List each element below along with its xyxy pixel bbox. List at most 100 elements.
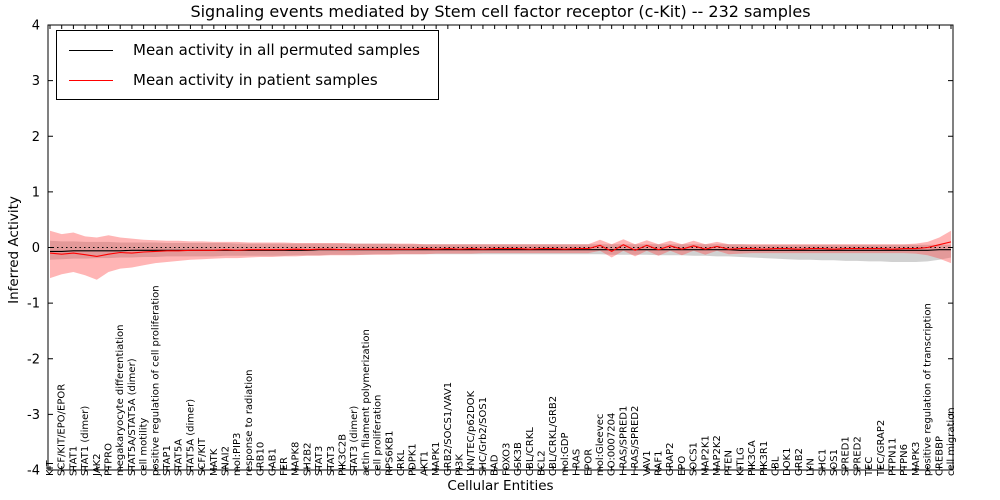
x-tick-label: mol:Gleevec — [595, 414, 606, 476]
x-tick-label: RPS6KB1 — [384, 431, 395, 476]
x-tick-label: FER — [279, 457, 290, 476]
x-tick-label: SCF/KIT — [197, 437, 208, 476]
x-tick-label: mol:GDP — [560, 433, 571, 477]
x-tick-label: PIK3R1 — [759, 441, 770, 476]
legend-line-patient-icon — [69, 79, 113, 81]
x-tick-label: KITLG — [735, 447, 746, 476]
x-tick-label: SPRED1 — [841, 436, 852, 476]
x-tick-label: PTPRO — [104, 443, 115, 476]
legend: Mean activity in all permuted samples Me… — [56, 30, 439, 100]
y-tick-label: 3 — [32, 74, 40, 89]
x-tick-label: PIK3CA — [747, 440, 758, 476]
x-tick-label: PTEN — [724, 450, 735, 476]
x-tick-label: FOXO3 — [501, 443, 512, 476]
x-tick-label: PI3K — [455, 454, 466, 476]
x-tick-label: CREBBP — [934, 436, 945, 476]
x-tick-label: CBL/CRKL/GRB2 — [548, 396, 559, 476]
x-tick-label: STAT1 — [68, 446, 79, 476]
x-tick-label: GRB2 — [794, 448, 805, 476]
x-tick-label: STAT1 (dimer) — [80, 406, 91, 476]
x-tick-label: BCL2 — [536, 450, 547, 476]
x-tick-label: GRB10 — [256, 442, 267, 476]
x-tick-label: PTPN11 — [887, 438, 898, 476]
x-tick-label: GO:0007204 — [607, 413, 618, 476]
x-tick-label: SHC1 — [817, 449, 828, 476]
x-tick-label: MAPK1 — [431, 442, 442, 476]
x-tick-label: cell motility — [139, 418, 150, 476]
x-tick-label: MATK — [209, 448, 220, 476]
permuted-band — [50, 240, 951, 262]
x-tick-label: JAK2 — [92, 453, 103, 477]
x-tick-label: STAT3 — [314, 446, 325, 476]
x-tick-label: GRAP2 — [665, 442, 676, 476]
x-tick-label: MAP2K1 — [700, 435, 711, 476]
x-tick-label: BAD — [490, 454, 501, 476]
x-tick-label: SPRED2 — [852, 436, 863, 476]
x-tick-label: HRAS — [572, 449, 583, 476]
x-tick-label: MAPK8 — [291, 442, 302, 476]
legend-label-permuted: Mean activity in all permuted samples — [133, 41, 420, 59]
y-tick-label: -3 — [27, 408, 40, 423]
x-tick-label: STAT5A (dimer) — [185, 399, 196, 476]
x-tick-label: STAT3 — [326, 446, 337, 476]
x-tick-label: HRAS/SPRED2 — [630, 406, 641, 476]
x-tick-label: positive regulation of transcription — [923, 303, 934, 476]
legend-item-patient: Mean activity in patient samples — [69, 71, 420, 89]
x-tick-label: MAP2K2 — [712, 435, 723, 476]
x-axis-ticks: KIT SCF/KIT/EPO/EPOR STAT1 STAT1 (dimer) JAK… — [45, 25, 957, 477]
x-tick-label: HRAS/SPRED1 — [618, 406, 629, 476]
x-tick-label: GAB1 — [267, 448, 278, 476]
x-tick-label: STAT3 (dimer) — [349, 406, 360, 476]
x-tick-label: SOS1 — [829, 449, 840, 476]
x-tick-label: SH2B2 — [302, 443, 313, 476]
x-tick-label: cell proliferation — [373, 395, 384, 476]
x-tick-label: GRB2/SOCS1/VAV1 — [443, 382, 454, 476]
x-tick-label: PDPK1 — [408, 443, 419, 476]
y-tick-label: -4 — [27, 464, 40, 479]
y-tick-label: 1 — [32, 185, 40, 200]
x-tick-label: TEC — [864, 457, 875, 477]
legend-item-permuted: Mean activity in all permuted samples — [69, 41, 420, 59]
x-tick-label: actin filament polymerization — [361, 329, 372, 476]
x-axis-label: Cellular Entities — [447, 478, 554, 494]
patient-band — [50, 230, 951, 280]
y-tick-label: 2 — [32, 130, 40, 145]
x-tick-label: SOCS1 — [689, 442, 700, 476]
x-tick-label: cell migration — [946, 407, 957, 476]
x-tick-label: response to radiation — [244, 370, 255, 476]
x-tick-label: RAF1 — [653, 451, 664, 477]
y-axis-ticks: -4 -3 -2 -1 0 1 2 3 4 — [27, 19, 953, 479]
x-tick-label: PIK3C2B — [338, 434, 349, 476]
x-tick-label: STAT5A/STAT5A (dimer) — [127, 358, 138, 476]
x-tick-label: PTPN6 — [899, 444, 910, 476]
x-tick-label: mol:PIP3 — [232, 433, 243, 476]
legend-label-patient: Mean activity in patient samples — [133, 71, 378, 89]
x-tick-label: MAPK3 — [911, 442, 922, 476]
y-tick-label: 4 — [32, 19, 40, 34]
patient-mean-line — [49, 241, 952, 257]
x-tick-label: KIT — [45, 459, 56, 476]
x-tick-label: megakaryocyte differentiation — [115, 325, 126, 476]
x-tick-label: EPOR — [583, 449, 594, 476]
x-tick-label: SHC/Grb2/SOS1 — [478, 397, 489, 476]
x-tick-label: positive regulation of cell proliferatio… — [150, 285, 161, 476]
x-tick-label: AKT1 — [419, 451, 430, 476]
x-tick-label: DOK1 — [782, 448, 793, 477]
x-tick-label: TEC/GRAP2 — [876, 420, 887, 477]
x-tick-label: CBL — [770, 456, 781, 476]
x-tick-label: CRKL — [396, 450, 407, 476]
x-tick-label: CBL/CRKL — [525, 427, 536, 476]
x-tick-label: GSK3B — [513, 442, 524, 476]
x-tick-label: EPO — [677, 456, 688, 476]
y-tick-label: 0 — [32, 241, 40, 256]
x-tick-label: STAT5A — [174, 439, 185, 476]
x-tick-label: STAP1 — [162, 445, 173, 476]
x-tick-label: LYN/TEC/p62DOK — [466, 390, 477, 476]
chart-title: Signaling events mediated by Stem cell f… — [190, 2, 811, 21]
x-tick-label: VAV1 — [642, 450, 653, 476]
legend-line-permuted-icon — [69, 49, 113, 51]
y-tick-label: -1 — [27, 297, 40, 312]
x-tick-label: SCF/KIT/EPO/EPOR — [57, 384, 68, 476]
